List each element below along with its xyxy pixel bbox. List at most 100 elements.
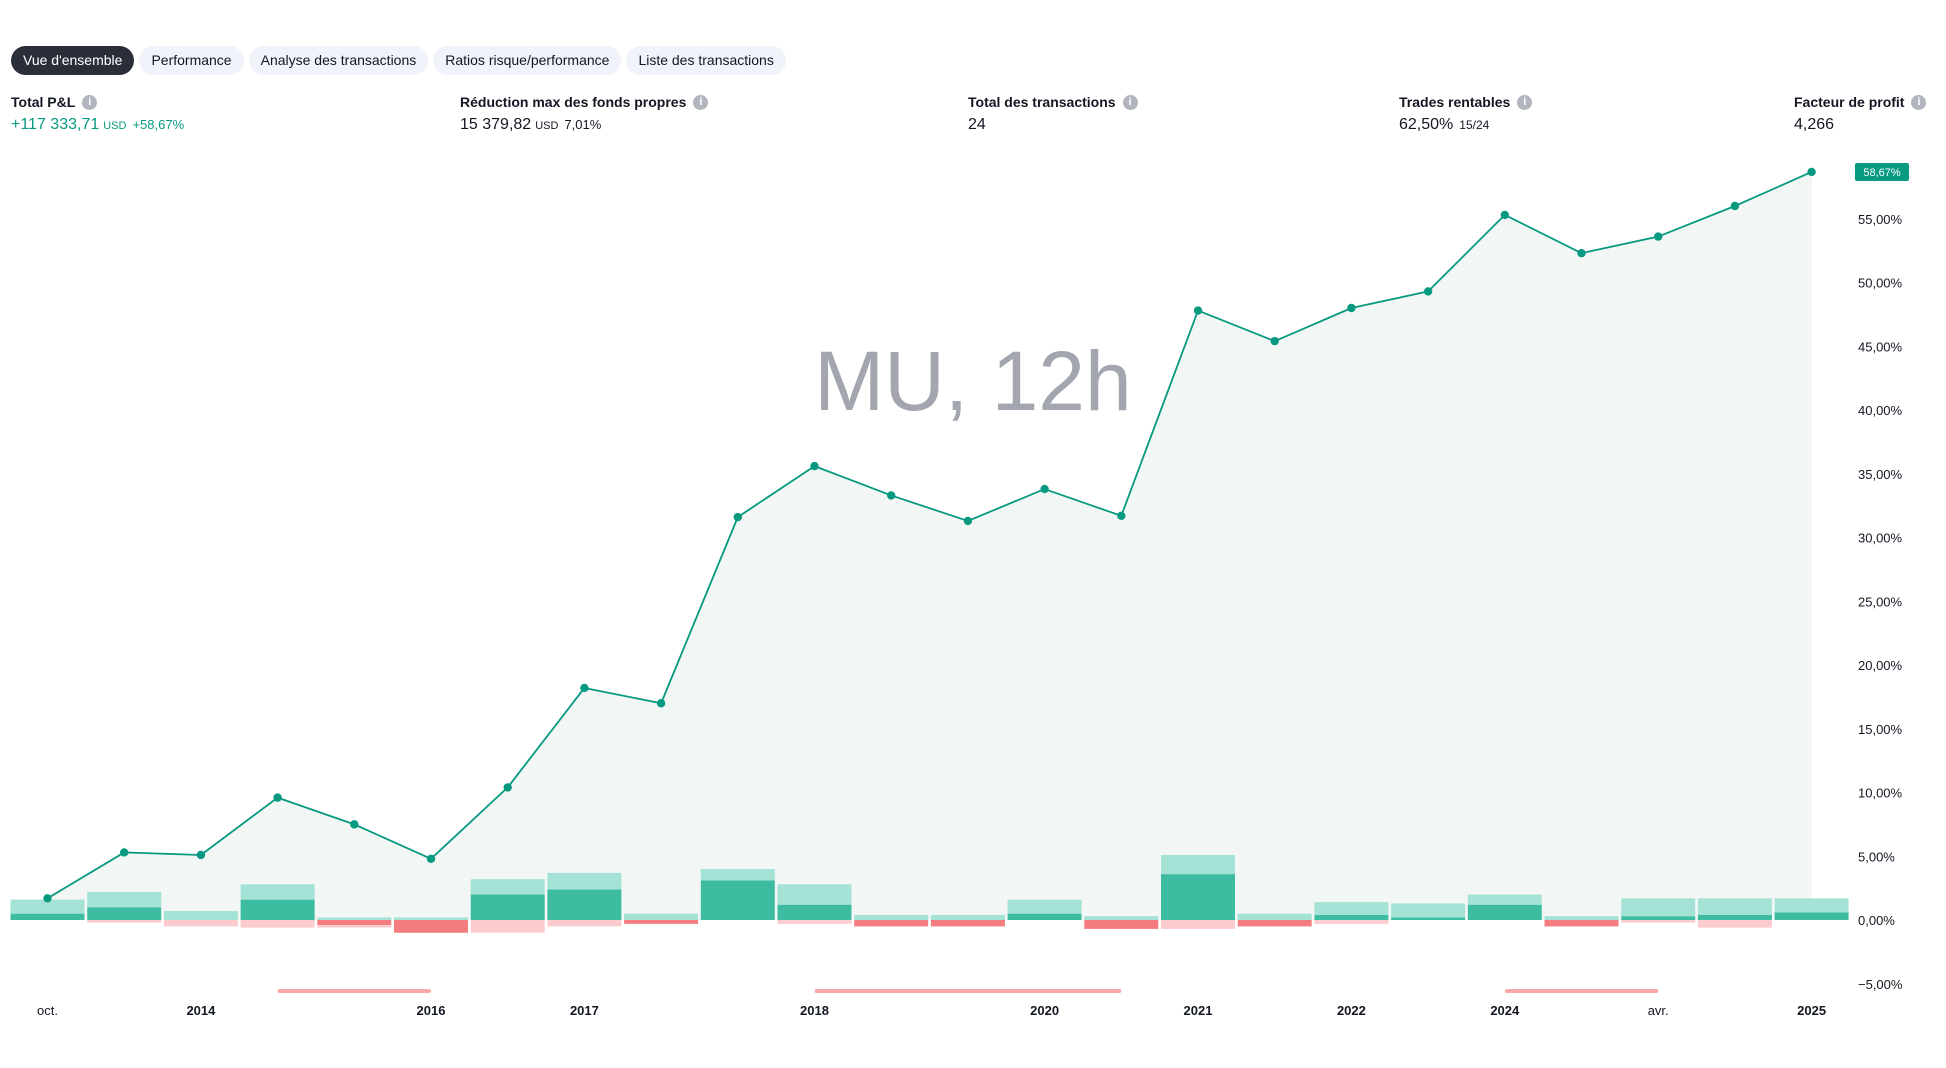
equity-point: [1423, 287, 1433, 296]
stat-label: Réduction max des fonds propres: [460, 94, 687, 110]
stat-value: 4,266: [1794, 116, 1835, 133]
trade-bar-drawdown: [87, 920, 162, 923]
y-tick-label: 5,00%: [1858, 849, 1895, 864]
y-tick-label: 15,00%: [1858, 722, 1903, 737]
equity-point: [887, 491, 896, 500]
equity-point: [1654, 232, 1663, 241]
x-tick-label: avr.: [1648, 1003, 1669, 1018]
trade-bar-drawdown: [1697, 920, 1772, 928]
trade-bar-group: [1007, 899, 1082, 920]
y-tick-label: 45,00%: [1858, 339, 1903, 354]
stat-total-pl: Total P&L i +117 333,71 USD +58,67%: [11, 92, 184, 134]
trade-bar-drawdown: [777, 920, 852, 924]
equity-area: [47, 171, 1812, 920]
trade-bar-gain: [1161, 874, 1235, 920]
info-icon[interactable]: i: [1122, 94, 1138, 110]
x-tick-label: 2014: [186, 1003, 216, 1018]
equity-point: [120, 848, 129, 857]
stat-total-trades: Total des transactions i 24: [968, 92, 1138, 134]
trade-bar-runup: [1774, 898, 1849, 913]
x-tick-label: 2018: [800, 1003, 829, 1018]
tab-performance[interactable]: Performance: [139, 46, 244, 75]
trade-bar-loss: [930, 920, 1005, 927]
equity-point: [1347, 303, 1356, 313]
trade-bar-gain: [547, 889, 622, 920]
stat-currency: USD: [103, 120, 127, 132]
trade-bar-group: [1237, 913, 1312, 927]
trade-bar-group: [1084, 916, 1159, 929]
x-tick-label: 2016: [417, 1003, 446, 1018]
equity-point: [1500, 210, 1510, 220]
y-tick-label: 0,00%: [1858, 913, 1895, 928]
trade-bar-group: [317, 917, 392, 928]
trade-bar-gain: [1697, 914, 1772, 920]
stat-value: 15 379,82: [460, 116, 532, 133]
trade-bar-group: [1391, 903, 1466, 920]
drawdown-period-marker: [814, 989, 1122, 993]
trade-bar-loss: [1544, 920, 1619, 927]
drawdown-period-marker: [1504, 989, 1659, 993]
trade-bar-group: [1544, 916, 1619, 927]
trade-bar-gain: [1467, 904, 1542, 920]
info-icon[interactable]: i: [1911, 94, 1927, 110]
y-tick-label: 50,00%: [1858, 276, 1903, 291]
stat-profitable-trades: Trades rentables i 62,50% 15/24: [1399, 92, 1533, 134]
equity-line: [47, 171, 1812, 900]
info-icon[interactable]: i: [693, 94, 709, 110]
tab-bar: Vue d'ensemble Performance Analyse des t…: [11, 46, 786, 75]
trade-bar-group: [87, 891, 162, 923]
x-tick-label: 2017: [570, 1003, 599, 1018]
tab-trades-list[interactable]: Liste des transactions: [626, 46, 786, 75]
trade-bar-runup: [1007, 899, 1082, 914]
equity-point: [196, 850, 206, 860]
equity-point: [656, 699, 666, 708]
tab-overview[interactable]: Vue d'ensemble: [11, 46, 135, 75]
trade-bar-gain: [1391, 917, 1466, 920]
equity-point: [426, 854, 436, 863]
trade-bar-group: [777, 884, 852, 924]
trade-bar-group: [700, 869, 775, 920]
trade-bar-drawdown: [1314, 920, 1389, 924]
equity-point: [43, 894, 52, 903]
trade-bar-group: [547, 872, 622, 927]
equity-point: [733, 512, 742, 522]
stat-label: Facteur de profit: [1794, 94, 1905, 110]
trade-bar-runup: [700, 869, 775, 881]
equity-point: [1577, 248, 1586, 258]
trade-bar-group: [10, 899, 85, 920]
trade-bar-runup: [87, 891, 162, 908]
equity-point: [273, 793, 282, 802]
trade-bar-gain: [87, 907, 162, 920]
tab-risk-ratios[interactable]: Ratios risque/performance: [433, 46, 622, 75]
trade-bar-group: [163, 911, 238, 927]
trade-bar-runup: [624, 913, 699, 920]
trade-bar-drawdown: [1621, 920, 1696, 923]
tab-trades-analysis[interactable]: Analyse des transactions: [248, 46, 429, 75]
trade-bar-runup: [317, 917, 392, 920]
equity-point: [350, 820, 359, 829]
y-tick-label: 55,00%: [1858, 212, 1903, 227]
equity-point: [503, 783, 512, 792]
trade-bar-loss: [317, 920, 392, 926]
y-tick-label: 25,00%: [1858, 594, 1903, 609]
x-tick-label: oct.: [37, 1003, 58, 1018]
trade-bar-gain: [700, 880, 775, 920]
stat-percent: 7,01%: [564, 117, 602, 132]
last-value-label: 58,67%: [1863, 167, 1901, 179]
y-tick-label: 20,00%: [1858, 658, 1903, 673]
info-icon[interactable]: i: [1517, 94, 1533, 110]
trade-bar-runup: [10, 899, 85, 914]
trade-bar-runup: [1697, 898, 1772, 915]
equity-point: [1193, 306, 1203, 315]
trade-bar-runup: [394, 917, 468, 920]
stat-profit-factor: Facteur de profit i 4,266: [1794, 92, 1927, 134]
info-icon[interactable]: i: [82, 94, 98, 110]
trade-bar-loss: [1084, 920, 1159, 929]
trade-bar-runup: [930, 914, 1005, 920]
trade-bar-group: [394, 917, 468, 933]
trade-bar-group: [930, 914, 1005, 927]
trade-bar-group: [1161, 854, 1235, 929]
trade-bar-runup: [1621, 898, 1696, 917]
trade-bar-drawdown: [1161, 920, 1235, 929]
